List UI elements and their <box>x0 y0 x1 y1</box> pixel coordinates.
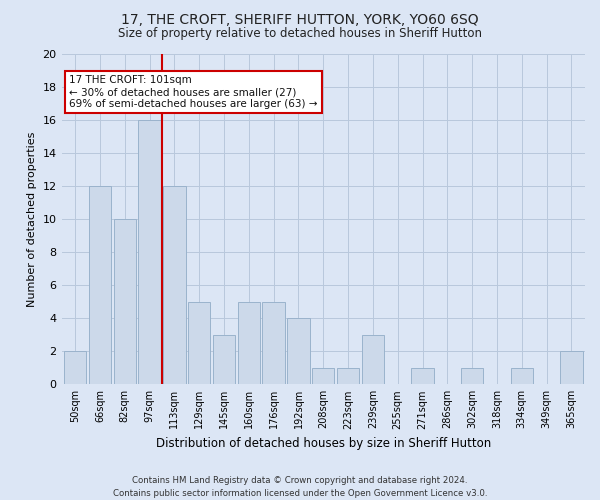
Text: 17 THE CROFT: 101sqm
← 30% of detached houses are smaller (27)
69% of semi-detac: 17 THE CROFT: 101sqm ← 30% of detached h… <box>70 76 318 108</box>
Bar <box>412 368 434 384</box>
Text: 17, THE CROFT, SHERIFF HUTTON, YORK, YO60 6SQ: 17, THE CROFT, SHERIFF HUTTON, YORK, YO6… <box>121 12 479 26</box>
Bar <box>163 186 185 384</box>
Bar <box>461 368 483 384</box>
Bar <box>213 335 235 384</box>
Bar <box>312 368 334 384</box>
Text: Size of property relative to detached houses in Sheriff Hutton: Size of property relative to detached ho… <box>118 28 482 40</box>
Bar <box>262 302 285 384</box>
Bar <box>287 318 310 384</box>
X-axis label: Distribution of detached houses by size in Sheriff Hutton: Distribution of detached houses by size … <box>155 437 491 450</box>
Bar <box>238 302 260 384</box>
Bar <box>188 302 211 384</box>
Text: Contains HM Land Registry data © Crown copyright and database right 2024.
Contai: Contains HM Land Registry data © Crown c… <box>113 476 487 498</box>
Bar <box>89 186 111 384</box>
Bar <box>560 352 583 384</box>
Bar <box>113 219 136 384</box>
Y-axis label: Number of detached properties: Number of detached properties <box>27 132 37 307</box>
Bar <box>511 368 533 384</box>
Bar <box>337 368 359 384</box>
Bar <box>362 335 384 384</box>
Bar <box>139 120 161 384</box>
Bar <box>64 352 86 384</box>
